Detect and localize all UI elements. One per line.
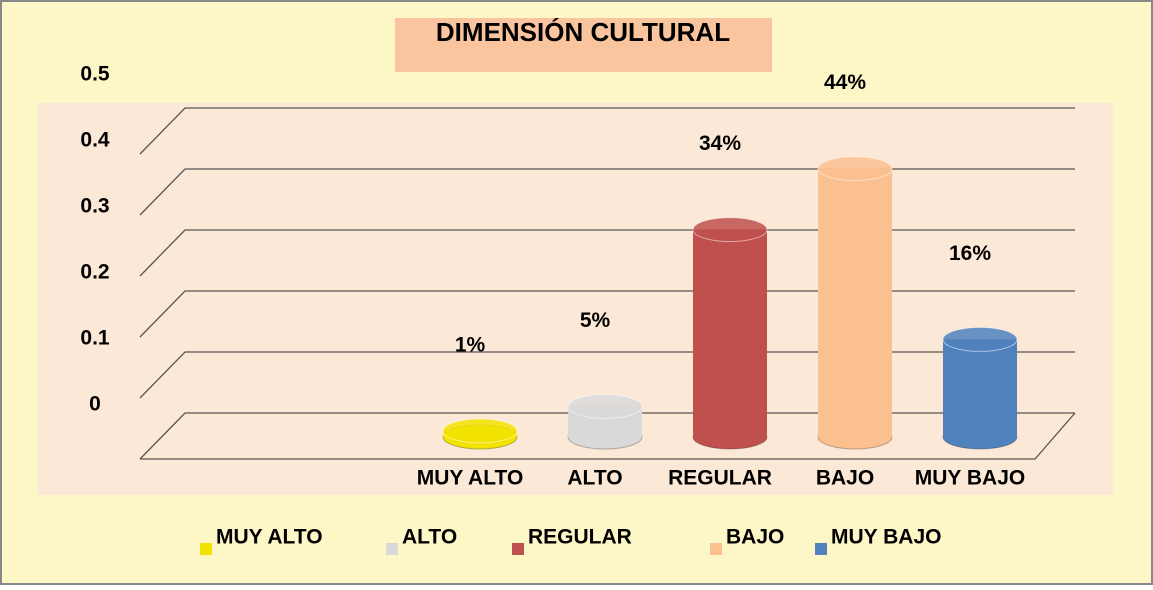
value-label: 16% [949, 242, 991, 265]
bar-top [942, 326, 1018, 352]
y-tick-label: 0.4 [80, 129, 110, 152]
legend-swatch [710, 543, 722, 555]
title-box [395, 18, 772, 72]
x-tick-label: REGULAR [668, 467, 772, 490]
value-label: 44% [824, 71, 866, 94]
legend-label: REGULAR [528, 526, 632, 549]
legend-label: ALTO [402, 526, 457, 549]
bar-top [567, 394, 643, 419]
bar-top [442, 418, 518, 444]
x-tick-label: MUY ALTO [417, 467, 524, 490]
y-tick-label: 0 [89, 393, 101, 416]
legend-swatch [512, 543, 524, 555]
legend-swatch [386, 543, 398, 555]
y-tick-label: 0.2 [80, 261, 109, 284]
bar-top [692, 217, 768, 243]
grid-line [139, 168, 1075, 216]
x-tick-label: ALTO [567, 467, 622, 490]
y-tick-label: 0.5 [80, 63, 110, 86]
grid-line [139, 412, 1075, 460]
floor [140, 412, 1076, 460]
value-label: 1% [455, 333, 486, 356]
bar [693, 229, 767, 437]
grid-line [139, 229, 1075, 277]
grid-line [139, 290, 1075, 338]
y-tick-label: 0.3 [80, 195, 109, 218]
chart-title: DIMENSIÓN CULTURAL [436, 17, 730, 47]
x-tick-label: BAJO [816, 467, 874, 490]
bar [943, 339, 1017, 437]
value-label: 5% [580, 309, 611, 332]
legend-swatch [815, 543, 827, 555]
legend-label: MUY BAJO [831, 526, 941, 549]
bar [818, 168, 892, 437]
value-label: 34% [699, 132, 741, 155]
bar-top [817, 156, 893, 182]
legend-swatch [200, 543, 212, 555]
legend-label: BAJO [726, 526, 784, 549]
legend-label: MUY ALTO [216, 526, 323, 549]
y-tick-label: 0.1 [80, 327, 110, 350]
grid-line [139, 107, 1075, 155]
grid-line [139, 351, 1075, 399]
x-tick-label: MUY BAJO [915, 467, 1025, 490]
